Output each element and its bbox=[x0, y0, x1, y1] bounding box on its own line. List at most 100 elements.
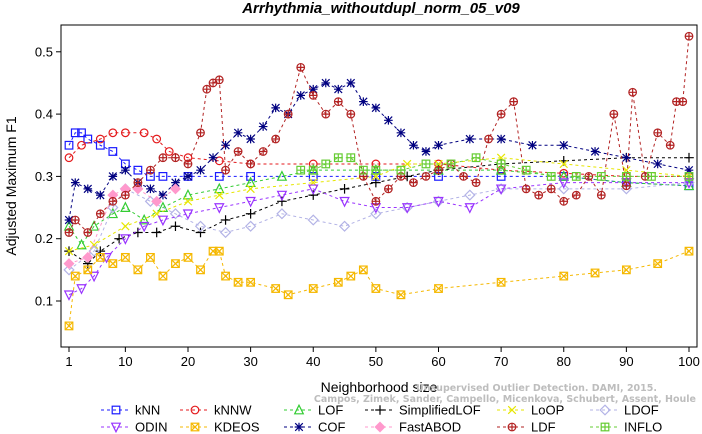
data-point-cof bbox=[171, 178, 180, 187]
data-point-inflo bbox=[333, 153, 343, 163]
data-point-lof bbox=[88, 220, 100, 231]
data-point-inflo bbox=[621, 172, 631, 181]
legend-item: INFLO bbox=[590, 420, 662, 434]
data-point-inflo bbox=[647, 172, 656, 181]
data-point-kdeos bbox=[70, 271, 80, 281]
data-point-ldf bbox=[621, 181, 631, 191]
series-line-lof bbox=[68, 169, 690, 246]
series-line-kdeos bbox=[68, 250, 690, 326]
data-point-fastabod bbox=[63, 258, 75, 270]
legend-marker bbox=[599, 404, 611, 416]
data-point-cof bbox=[590, 147, 600, 156]
data-point-cof bbox=[321, 78, 331, 88]
data-point-ldf bbox=[108, 196, 118, 206]
data-point-ldof bbox=[338, 220, 351, 232]
data-point-ldof bbox=[244, 220, 257, 232]
data-point-knn bbox=[77, 128, 86, 138]
data-point-ldf bbox=[258, 147, 268, 156]
data-point-ldf bbox=[221, 165, 230, 175]
x-tick-label: 30 bbox=[243, 354, 257, 369]
data-point-cof bbox=[258, 122, 268, 131]
data-point-cof bbox=[96, 190, 105, 200]
legend-label: FastABOD bbox=[399, 420, 461, 434]
x-tick-label: 60 bbox=[431, 354, 445, 369]
data-point-ldf bbox=[196, 128, 205, 138]
legend-marker bbox=[190, 422, 200, 432]
legend-marker bbox=[375, 405, 385, 415]
data-point-ldf bbox=[559, 196, 569, 206]
data-point-lof bbox=[182, 188, 194, 200]
series-inflo bbox=[296, 153, 694, 181]
data-point-ldf bbox=[64, 228, 74, 237]
data-point-ldf bbox=[246, 159, 256, 169]
x-tick-label: 80 bbox=[557, 354, 571, 369]
data-point-cof bbox=[346, 78, 356, 88]
data-point-ldf bbox=[571, 190, 581, 200]
data-point-simplifiedlof bbox=[245, 208, 256, 219]
data-point-ldf bbox=[546, 184, 556, 194]
data-point-knnw bbox=[77, 140, 86, 150]
legend-label: COF bbox=[318, 420, 346, 434]
data-point-ldf bbox=[233, 147, 243, 156]
legend-marker bbox=[190, 405, 200, 415]
data-point-odin bbox=[157, 215, 169, 227]
data-point-knnw bbox=[108, 128, 118, 138]
data-point-ldf bbox=[509, 97, 519, 107]
x-tick-label: 50 bbox=[369, 354, 383, 369]
data-point-ldf bbox=[283, 109, 293, 119]
data-point-kdeos bbox=[371, 284, 381, 293]
data-point-simplifiedlof bbox=[339, 184, 350, 194]
data-point-loop bbox=[559, 159, 568, 169]
data-point-ldf bbox=[202, 84, 212, 94]
data-point-ldf bbox=[146, 165, 155, 175]
y-axis-label: Adjusted Maximum F1 bbox=[3, 116, 19, 255]
watermark-line-2: Campos, Zimek, Sander, Campello, Micenko… bbox=[314, 394, 696, 405]
data-point-knn bbox=[108, 147, 118, 156]
data-point-knn bbox=[70, 128, 80, 138]
chart-title: Arrhythmia_withoutdupl_norm_05_v09 bbox=[241, 0, 520, 17]
data-point-ldf bbox=[133, 178, 143, 188]
data-point-ldf bbox=[171, 153, 180, 163]
x-tick-label: 70 bbox=[494, 354, 508, 369]
data-point-ldf bbox=[484, 134, 493, 144]
data-point-inflo bbox=[396, 165, 406, 175]
data-point-cof bbox=[208, 153, 218, 163]
data-point-cof bbox=[359, 97, 368, 106]
data-point-kdeos bbox=[158, 271, 168, 281]
data-point-cof bbox=[409, 140, 418, 150]
data-point-kdeos bbox=[183, 252, 193, 262]
data-point-inflo bbox=[296, 165, 306, 175]
data-point-cof bbox=[221, 140, 230, 150]
series-cof bbox=[64, 78, 694, 225]
data-point-cof bbox=[384, 116, 393, 125]
data-point-knn bbox=[158, 172, 168, 181]
data-point-simplifiedlof bbox=[95, 246, 106, 256]
data-point-odin bbox=[339, 196, 350, 208]
data-point-ldf bbox=[95, 209, 105, 219]
data-point-ldof bbox=[276, 208, 288, 220]
data-point-cof bbox=[296, 91, 306, 100]
data-point-cof bbox=[108, 172, 118, 181]
data-point-fastabod bbox=[82, 251, 94, 263]
data-point-ldf bbox=[534, 190, 544, 200]
data-point-fastabod bbox=[132, 183, 144, 195]
data-point-ldf bbox=[496, 109, 506, 119]
legend-item: ODIN bbox=[101, 420, 168, 434]
data-point-kdeos bbox=[496, 277, 506, 287]
x-tick-label: 20 bbox=[181, 354, 195, 369]
data-point-odin bbox=[401, 203, 413, 214]
data-point-cof bbox=[528, 140, 537, 150]
data-point-inflo bbox=[471, 153, 481, 163]
data-point-loop bbox=[121, 222, 130, 231]
legend-label: LOF bbox=[318, 403, 343, 418]
y-tick-label: 0.4 bbox=[35, 107, 53, 122]
data-point-inflo bbox=[521, 165, 531, 175]
data-point-kdeos bbox=[308, 284, 318, 293]
legend-label: INFLO bbox=[624, 420, 662, 434]
data-point-inflo bbox=[371, 165, 381, 175]
data-point-lof bbox=[245, 176, 256, 188]
legend-item: LoOP bbox=[497, 403, 564, 418]
data-point-simplifiedlof bbox=[308, 190, 319, 200]
data-point-lof bbox=[495, 164, 507, 175]
data-point-knnw bbox=[139, 128, 149, 138]
